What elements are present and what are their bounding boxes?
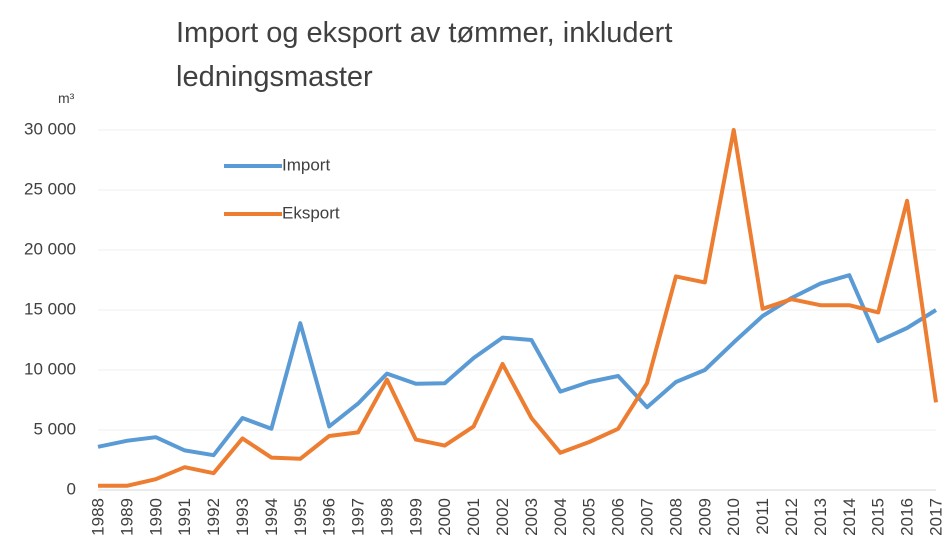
x-tick-label: 2014 — [840, 498, 859, 536]
y-tick-label: 5 000 — [33, 419, 76, 438]
y-tick-label: 10 000 — [24, 359, 76, 378]
x-tick-label: 1996 — [320, 498, 339, 536]
x-tick-label: 2000 — [435, 498, 454, 536]
x-tick-label: 2001 — [464, 498, 483, 536]
x-tick-label: 2003 — [522, 498, 541, 536]
x-tick-label: 1989 — [117, 498, 136, 536]
y-axis-label: m³ — [58, 90, 75, 106]
x-tick-label: 1993 — [233, 498, 252, 536]
y-tick-label: 30 000 — [24, 119, 76, 138]
x-tick-label: 2008 — [666, 498, 685, 536]
x-tick-label: 2017 — [926, 498, 945, 536]
x-tick-label: 1999 — [406, 498, 425, 536]
x-tick-label: 1992 — [204, 498, 223, 536]
x-tick-label: 2002 — [493, 498, 512, 536]
x-tick-label: 2010 — [724, 498, 743, 536]
x-tick-label: 1997 — [349, 498, 368, 536]
x-tick-label: 2007 — [638, 498, 657, 536]
x-tick-label: 2016 — [898, 498, 917, 536]
x-tick-label: 1990 — [146, 498, 165, 536]
x-tick-label: 1991 — [175, 498, 194, 536]
line-series — [98, 128, 938, 488]
x-tick-label: 1988 — [88, 498, 107, 536]
x-tick-label: 2015 — [869, 498, 888, 536]
x-tick-label: 2009 — [695, 498, 714, 536]
legend-label: Eksport — [282, 203, 340, 222]
x-tick-label: 1995 — [291, 498, 310, 536]
legend-label: Import — [282, 155, 330, 174]
x-tick-label: 2004 — [551, 498, 570, 536]
y-tick-label: 20 000 — [24, 239, 76, 258]
x-tick-label: 2011 — [753, 498, 772, 535]
x-tick-label: 2006 — [609, 498, 628, 536]
x-tick-label: 2012 — [782, 498, 801, 536]
y-tick-label: 15 000 — [24, 299, 76, 318]
y-tick-label: 0 — [67, 479, 76, 498]
x-tick-label: 2005 — [580, 498, 599, 536]
line-series — [97, 273, 938, 458]
chart-title-line-1: Import og eksport av tømmer, inkludert le… — [176, 17, 672, 93]
y-tick-label: 25 000 — [24, 179, 76, 198]
x-tick-label: 1994 — [262, 498, 281, 536]
x-tick-label: 1998 — [377, 498, 396, 536]
x-tick-label: 2013 — [811, 498, 830, 536]
